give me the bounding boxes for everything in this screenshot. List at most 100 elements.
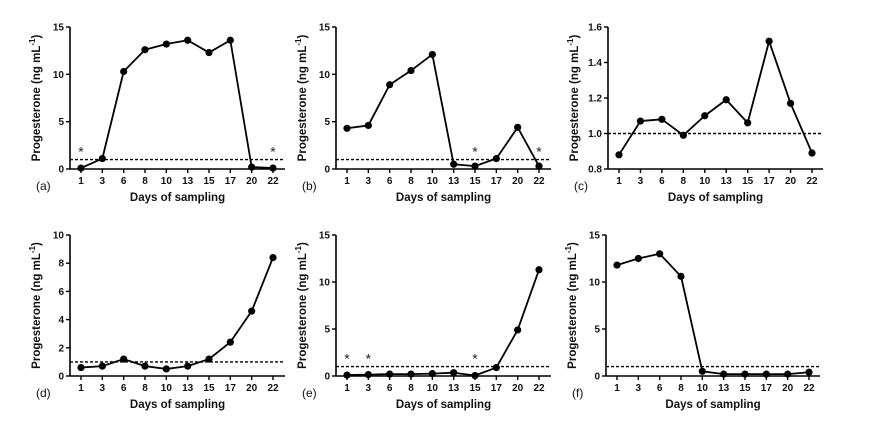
x-tick-label: 3 <box>636 383 642 394</box>
y-tick-label: 5 <box>324 117 330 128</box>
x-tick-label: 6 <box>657 383 663 394</box>
x-tick-label: 17 <box>764 176 776 187</box>
x-axis-title: Days of sampling <box>668 192 763 204</box>
y-tick-label: 15 <box>589 231 601 242</box>
data-point-day-13 <box>450 160 458 168</box>
data-point-day-8 <box>677 272 685 280</box>
data-point-day-22 <box>269 164 277 172</box>
data-point-day-3 <box>364 370 372 379</box>
x-tick-label: 20 <box>246 383 258 394</box>
data-point-day-13 <box>184 362 192 370</box>
y-tick-label: 10 <box>53 231 65 242</box>
data-point-day-10 <box>701 112 709 120</box>
data-point-day-10 <box>698 367 706 375</box>
data-point-day-1 <box>343 124 351 132</box>
data-point-day-17 <box>492 363 500 372</box>
x-tick-label: 13 <box>448 383 460 394</box>
x-tick-label: 8 <box>142 176 148 187</box>
y-tick-label: 0 <box>594 372 600 383</box>
data-point-day-8 <box>679 131 687 139</box>
data-point-day-22 <box>805 368 813 376</box>
series-line <box>80 257 274 370</box>
data-point-day-6 <box>656 250 664 258</box>
data-point-day-15 <box>205 48 213 57</box>
panel-label: (b) <box>302 179 317 193</box>
y-axis-title: Progesterone (ng mL-1) <box>28 242 43 369</box>
x-tick-label: 20 <box>512 383 524 394</box>
x-tick-label: 15 <box>203 383 215 394</box>
x-tick-label: 10 <box>427 383 439 394</box>
x-tick-label: 1 <box>614 383 620 394</box>
data-point-day-1 <box>77 164 85 172</box>
series-line <box>80 39 274 169</box>
significance-asterisk: * <box>472 144 478 160</box>
data-point-day-15 <box>744 119 752 127</box>
data-point-day-17 <box>765 37 773 45</box>
data-point-day-1 <box>343 371 351 379</box>
data-point-day-20 <box>786 99 795 107</box>
y-tick-label: 10 <box>589 278 601 289</box>
data-point-day-1 <box>613 261 621 269</box>
data-point-day-8 <box>141 362 149 370</box>
data-point-day-10 <box>428 370 436 378</box>
x-tick-label: 20 <box>246 176 258 187</box>
x-tick-label: 1 <box>78 383 84 394</box>
panel-label: (c) <box>574 179 588 193</box>
x-tick-label: 15 <box>469 383 481 394</box>
x-tick-label: 15 <box>742 176 754 187</box>
x-tick-label: 6 <box>387 176 393 187</box>
data-point-day-15 <box>471 162 479 170</box>
x-tick-label: 1 <box>344 383 350 394</box>
y-tick-label: 1.4 <box>588 58 602 69</box>
y-tick-label: 6 <box>58 287 64 298</box>
data-point-day-3 <box>634 254 642 263</box>
y-tick-label: 8 <box>58 259 64 270</box>
data-point-day-10 <box>162 40 170 48</box>
data-point-day-6 <box>386 370 394 378</box>
data-point-day-1 <box>77 363 85 372</box>
y-tick-label: 0 <box>58 372 64 383</box>
x-tick-label: 1 <box>616 176 622 187</box>
data-point-day-17 <box>762 370 770 378</box>
x-tick-label: 17 <box>761 383 773 394</box>
panel-label: (d) <box>36 386 51 400</box>
y-tick-label: 15 <box>53 23 65 34</box>
x-tick-label: 6 <box>121 383 127 394</box>
data-point-day-3 <box>364 121 372 130</box>
x-tick-label: 10 <box>697 383 709 394</box>
data-point-day-8 <box>407 66 415 75</box>
data-point-day-22 <box>808 149 816 157</box>
x-tick-label: 22 <box>533 176 545 187</box>
y-axis-title: Progesterone (ng mL-1) <box>294 35 309 162</box>
significance-asterisk: * <box>366 351 372 367</box>
data-point-day-17 <box>226 338 234 346</box>
x-tick-label: 8 <box>142 383 148 394</box>
x-tick-label: 22 <box>267 176 279 187</box>
data-point-day-20 <box>248 307 256 315</box>
data-point-day-15 <box>471 371 479 380</box>
x-tick-label: 8 <box>408 383 414 394</box>
data-point-day-8 <box>407 370 415 378</box>
x-axis-title: Days of sampling <box>396 192 491 204</box>
data-point-day-13 <box>722 96 730 104</box>
x-axis-title: Days of sampling <box>130 192 225 204</box>
y-tick-label: 5 <box>324 325 330 336</box>
y-tick-label: 2 <box>58 343 64 354</box>
x-tick-label: 15 <box>739 383 751 394</box>
x-axis-title: Days of sampling <box>130 399 225 411</box>
y-tick-label: 4 <box>58 315 64 326</box>
x-tick-label: 8 <box>678 383 684 394</box>
x-tick-label: 3 <box>100 176 106 187</box>
x-tick-label: 6 <box>659 176 665 187</box>
series-line <box>346 269 540 377</box>
y-tick-label: 0 <box>324 372 330 383</box>
x-tick-label: 13 <box>182 176 194 187</box>
y-tick-label: 1.6 <box>588 23 602 34</box>
x-tick-label: 17 <box>491 383 503 394</box>
series-line <box>346 53 540 168</box>
